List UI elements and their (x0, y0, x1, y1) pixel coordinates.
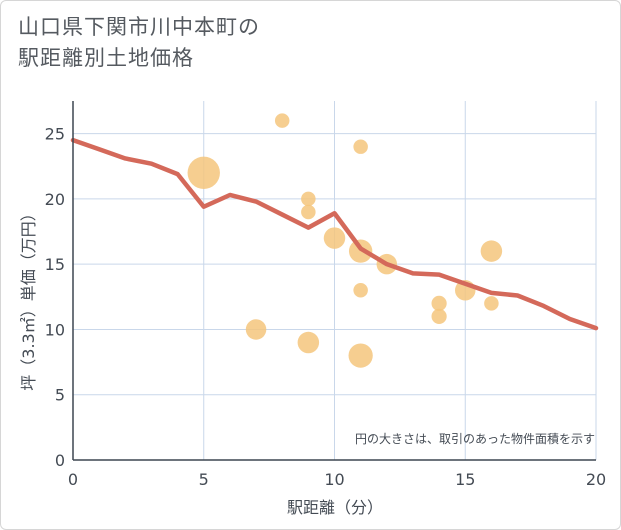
bubble-point (353, 139, 368, 154)
average-line (70, 137, 599, 331)
y-tick-label: 25 (45, 125, 65, 144)
bubble-point (348, 343, 373, 368)
bubble-point (187, 156, 220, 190)
y-tick-label: 10 (45, 320, 65, 339)
bubble-point (323, 227, 346, 249)
bubble-point (297, 331, 320, 354)
y-tick-label: 5 (55, 386, 65, 405)
bubble-point (353, 283, 368, 298)
bubble-point (484, 296, 499, 311)
bubble-point (301, 191, 316, 207)
x-axis-label: 駅距離（分） (287, 498, 383, 517)
grid (73, 101, 597, 460)
x-tick-label: 5 (199, 470, 209, 489)
x-tick-label: 20 (586, 470, 606, 489)
axes: 0 5 10 15 20 0 5 10 15 20 25 (45, 101, 606, 489)
y-tick-label: 20 (45, 190, 65, 209)
x-tick-label: 0 (68, 470, 78, 489)
bubble-point (301, 204, 316, 220)
chart-title-line-1: 山口県下関市川中本町の (18, 15, 260, 39)
y-tick-label: 15 (45, 255, 65, 274)
average-line-series (70, 137, 599, 331)
x-tick-label: 15 (455, 470, 475, 489)
chart-title-line-2: 駅距離別土地価格 (18, 46, 194, 70)
y-tick-label: 0 (55, 451, 65, 470)
chart-title: 山口県下関市川中本町の 駅距離別土地価格 (18, 12, 260, 74)
y-axis-label: 坪（3.3㎡）単価（万円） (19, 205, 38, 390)
bubble-point (431, 295, 447, 311)
x-tick-label: 10 (324, 470, 344, 489)
bubble-point (431, 308, 447, 324)
bubble-size-note: 円の大きさは、取引のあった物件面積を示す (355, 431, 595, 446)
bubble-point (274, 113, 290, 128)
bubble-point (480, 240, 503, 262)
bubble-point (245, 319, 267, 340)
